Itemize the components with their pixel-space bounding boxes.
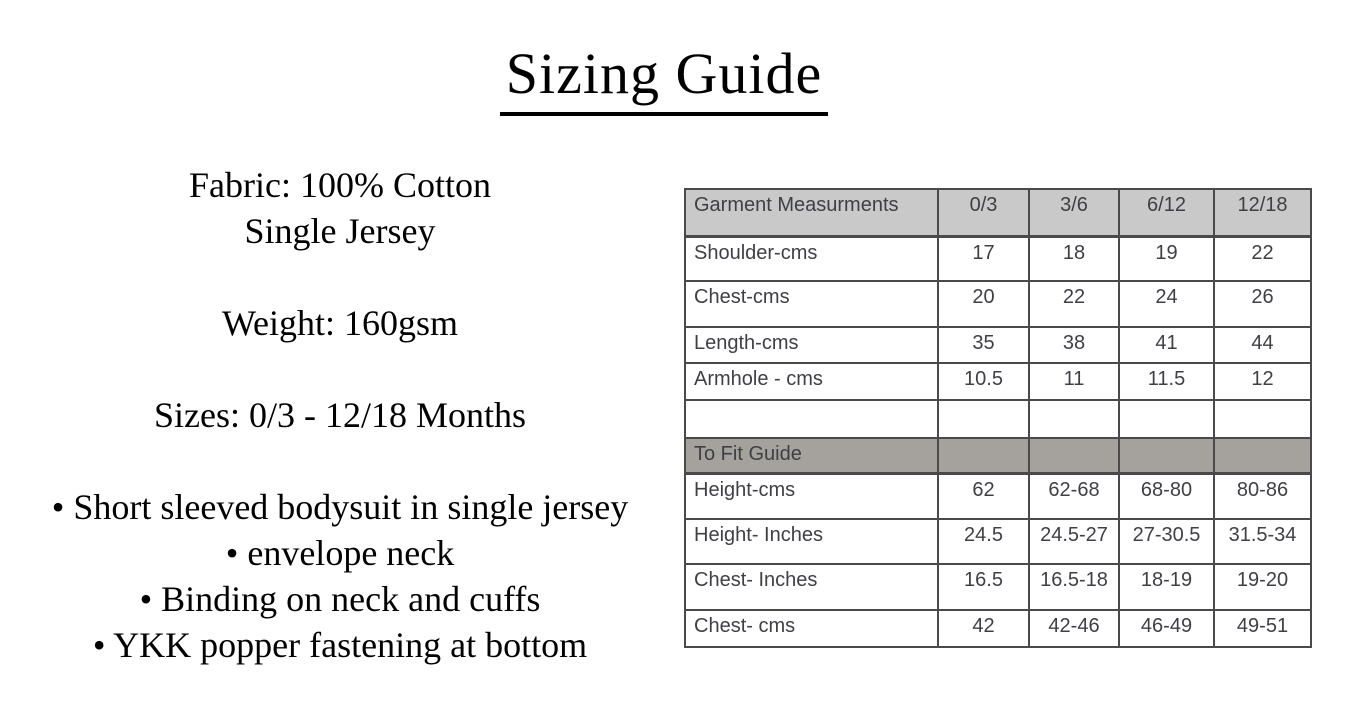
- row-label: [684, 399, 939, 439]
- table-row: Chest- Inches 16.5 16.5-18 18-19 19-20: [684, 563, 1312, 611]
- fabric-line-1: Fabric: 100% Cotton: [189, 165, 491, 205]
- header-cell-size: 3/6: [1028, 188, 1120, 238]
- table-row: Chest-cms 20 22 24 26: [684, 280, 1312, 328]
- value-cell: 19-20: [1213, 563, 1312, 611]
- feature-bullet: • envelope neck: [225, 533, 455, 573]
- value-cell: [1028, 437, 1120, 475]
- value-cell: [1118, 399, 1215, 439]
- value-cell: 42-46: [1028, 609, 1120, 648]
- value-cell: 22: [1028, 280, 1120, 328]
- weight-line: Weight: 160gsm: [221, 303, 459, 343]
- row-label: Chest-cms: [684, 280, 939, 328]
- value-cell: 49-51: [1213, 609, 1312, 648]
- value-cell: 31.5-34: [1213, 518, 1312, 565]
- fabric-info: Fabric: 100% Cotton Single Jersey: [0, 162, 680, 254]
- value-cell: 38: [1028, 326, 1120, 364]
- value-cell: 24: [1118, 280, 1215, 328]
- table-row: Shoulder-cms 17 18 19 22: [684, 235, 1312, 282]
- value-cell: 11: [1028, 362, 1120, 401]
- value-cell: 20: [937, 280, 1030, 328]
- feature-bullet-list: • Short sleeved bodysuit in single jerse…: [0, 484, 680, 668]
- value-cell: 62: [937, 472, 1030, 520]
- value-cell: 17: [937, 235, 1030, 282]
- table-row: Length-cms 35 38 41 44: [684, 326, 1312, 364]
- value-cell: 44: [1213, 326, 1312, 364]
- value-cell: [1213, 399, 1312, 439]
- sizes-info: Sizes: 0/3 - 12/18 Months: [0, 392, 680, 438]
- header-cell-garment-measurments: Garment Measurments: [684, 188, 939, 238]
- value-cell: 46-49: [1118, 609, 1215, 648]
- value-cell: 80-86: [1213, 472, 1312, 520]
- value-cell: 42: [937, 609, 1030, 648]
- measurements-table-container: Garment Measurments 0/3 3/6 6/12 12/18 Should…: [684, 188, 1312, 648]
- value-cell: 18-19: [1118, 563, 1215, 611]
- measurements-table: Garment Measurments 0/3 3/6 6/12 12/18 Should…: [684, 188, 1312, 648]
- value-cell: 10.5: [937, 362, 1030, 401]
- value-cell: 62-68: [1028, 472, 1120, 520]
- value-cell: [937, 399, 1030, 439]
- value-cell: [937, 437, 1030, 475]
- row-label: Armhole - cms: [684, 362, 939, 401]
- value-cell: 24.5-27: [1028, 518, 1120, 565]
- row-label: Shoulder-cms: [684, 235, 939, 282]
- row-label: Chest- cms: [684, 609, 939, 648]
- sizes-line: Sizes: 0/3 - 12/18 Months: [153, 395, 526, 435]
- header-cell-size: 0/3: [937, 188, 1030, 238]
- feature-bullet: • Short sleeved bodysuit in single jerse…: [51, 487, 629, 527]
- fabric-line-2: Single Jersey: [244, 211, 436, 251]
- value-cell: 41: [1118, 326, 1215, 364]
- value-cell: 16.5: [937, 563, 1030, 611]
- value-cell: 22: [1213, 235, 1312, 282]
- row-label: Chest- Inches: [684, 563, 939, 611]
- header-cell-size: 6/12: [1118, 188, 1215, 238]
- value-cell: [1028, 399, 1120, 439]
- page-title: Sizing Guide: [0, 40, 1328, 116]
- page-title-text: Sizing Guide: [499, 41, 829, 116]
- feature-bullet: • YKK popper fastening at bottom: [92, 625, 588, 665]
- table-header-row: Garment Measurments 0/3 3/6 6/12 12/18: [684, 188, 1312, 238]
- value-cell: 35: [937, 326, 1030, 364]
- value-cell: 27-30.5: [1118, 518, 1215, 565]
- row-label: Height- Inches: [684, 518, 939, 565]
- table-spacer-row: [684, 399, 1312, 439]
- table-row: Chest- cms 42 42-46 46-49 49-51: [684, 609, 1312, 648]
- table-section-row: To Fit Guide: [684, 437, 1312, 475]
- weight-info: Weight: 160gsm: [0, 300, 680, 346]
- value-cell: 11.5: [1118, 362, 1215, 401]
- value-cell: [1213, 437, 1312, 475]
- value-cell: 24.5: [937, 518, 1030, 565]
- row-label: Length-cms: [684, 326, 939, 364]
- value-cell: 68-80: [1118, 472, 1215, 520]
- value-cell: 18: [1028, 235, 1120, 282]
- value-cell: 19: [1118, 235, 1215, 282]
- row-label: Height-cms: [684, 472, 939, 520]
- table-row: Armhole - cms 10.5 11 11.5 12: [684, 362, 1312, 401]
- feature-bullet: • Binding on neck and cuffs: [139, 579, 541, 619]
- value-cell: [1118, 437, 1215, 475]
- table-row: Height-cms 62 62-68 68-80 80-86: [684, 472, 1312, 520]
- value-cell: 16.5-18: [1028, 563, 1120, 611]
- value-cell: 12: [1213, 362, 1312, 401]
- header-cell-size: 12/18: [1213, 188, 1312, 238]
- table-row: Height- Inches 24.5 24.5-27 27-30.5 31.5-34: [684, 518, 1312, 565]
- value-cell: 26: [1213, 280, 1312, 328]
- row-label: To Fit Guide: [684, 437, 939, 475]
